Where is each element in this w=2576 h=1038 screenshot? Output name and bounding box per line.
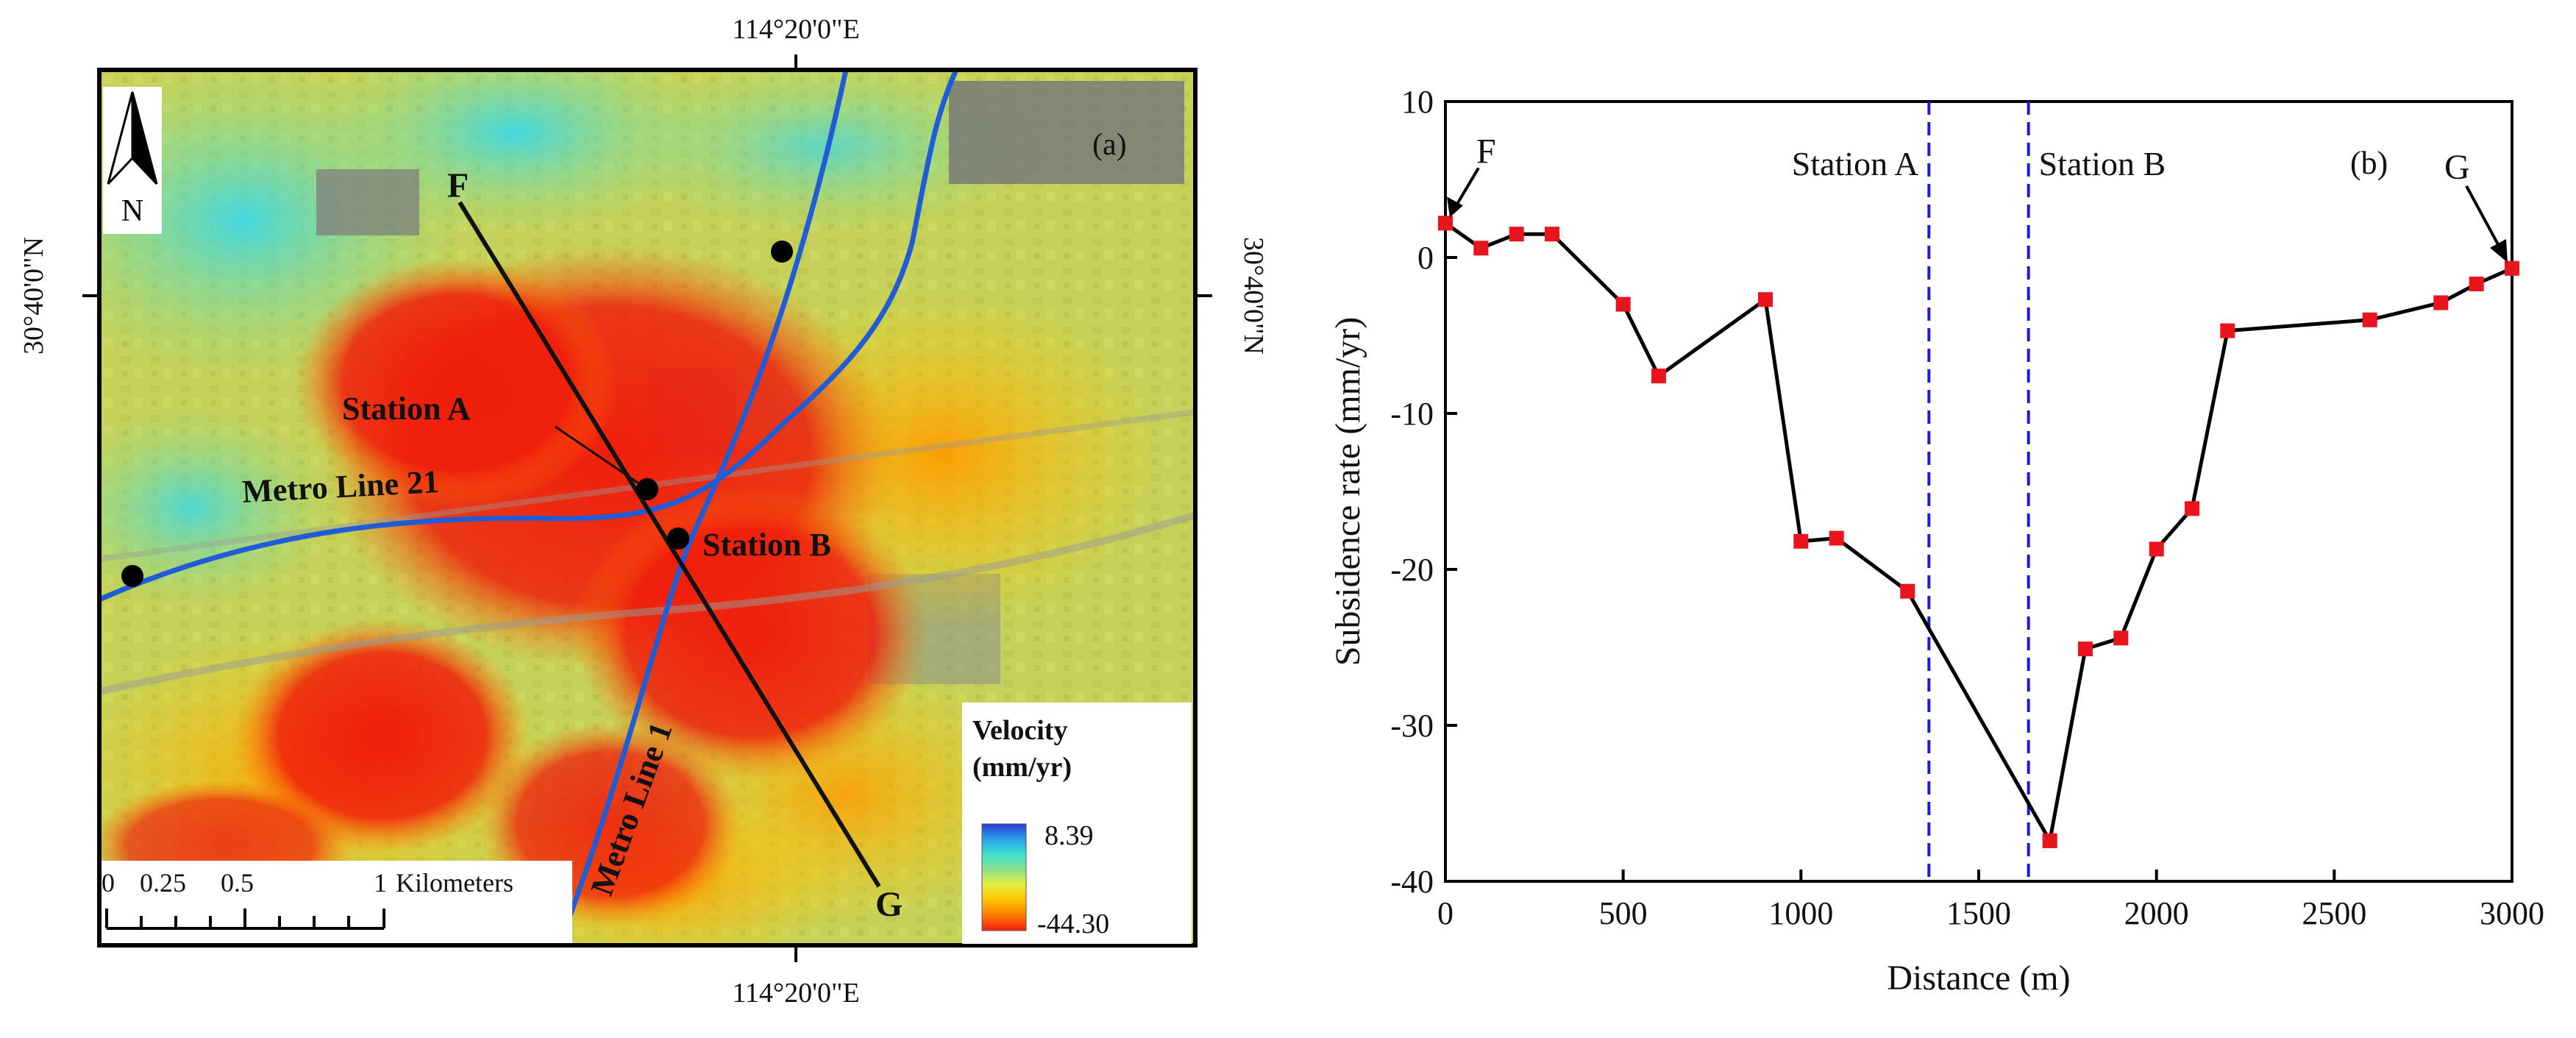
- north-arrow-icon: N: [103, 87, 162, 234]
- data-point: [2078, 641, 2093, 657]
- data-point: [1829, 530, 1844, 546]
- data-point: [1473, 241, 1489, 256]
- y-tick-label: -20: [1390, 552, 1434, 588]
- data-point: [1545, 227, 1559, 242]
- metro-line-21-path: [99, 70, 959, 602]
- x-axis-label: Distance (m): [1887, 959, 2070, 998]
- chart-panel: Station A Station B 10 0 -10 -20 -30 -40 0 500 1…: [1328, 84, 2544, 998]
- profile-start-label: F: [447, 166, 469, 205]
- y-axis-label: Subsidence rate (mm/yr): [1328, 317, 1367, 666]
- annotation-arrowhead-f: [1447, 196, 1463, 218]
- data-point: [2113, 630, 2129, 646]
- data-point: [2469, 277, 2484, 291]
- metro-line-1-path: [556, 70, 849, 945]
- x-tick-label: 0: [1437, 895, 1454, 931]
- plot-frame: [1444, 100, 2513, 883]
- coord-right-label: 30°40'0"N: [1238, 237, 1269, 355]
- data-point: [1651, 369, 1666, 384]
- annotation-g-label: G: [2444, 148, 2470, 187]
- data-point: [1615, 296, 1631, 312]
- y-tick-label: -30: [1390, 708, 1434, 744]
- data-point: [1758, 292, 1773, 308]
- station-a-dot: [636, 478, 658, 500]
- data-point: [2042, 833, 2057, 848]
- coord-left-label: 30°40'0"N: [18, 237, 49, 355]
- data-point: [1900, 583, 1915, 599]
- x-axis: 0 500 1000 1500 2000 2500 3000: [1437, 870, 2544, 931]
- legend-min-value: -44.30: [1037, 909, 1109, 939]
- x-tick-label: 500: [1599, 895, 1648, 931]
- data-point: [1438, 216, 1453, 231]
- data-point: [2185, 501, 2199, 516]
- y-tick-label: 0: [1417, 240, 1434, 276]
- y-axis: 10 0 -10 -20 -30 -40: [1390, 84, 1457, 900]
- station-b-label: Station B: [702, 527, 831, 563]
- series-line: [1444, 221, 2513, 847]
- data-point: [2505, 260, 2519, 276]
- scale-tick-05: 0.5: [221, 868, 254, 897]
- map-panel: 114°20'0"E 114°20'0"E 30°40'0"N 30°40'0"…: [18, 14, 1269, 1009]
- x-tick-label: 1000: [1768, 895, 1833, 931]
- station-vline-label: Station A: [1792, 145, 1919, 182]
- panel-a-label: (a): [1092, 128, 1127, 162]
- scale-unit: Kilometers: [396, 868, 513, 897]
- data-point: [2433, 295, 2449, 310]
- station-lines: Station A Station B: [1792, 102, 2166, 881]
- data-point: [2149, 541, 2164, 557]
- x-tick-label: 2500: [2302, 895, 2366, 931]
- data-point: [1509, 227, 1524, 242]
- north-label: N: [121, 194, 143, 228]
- data-point: [1793, 533, 1809, 549]
- y-tick-label: -10: [1390, 396, 1434, 432]
- annotation-f-label: F: [1476, 132, 1496, 171]
- legend-max-value: 8.39: [1045, 820, 1094, 851]
- station-b-dot: [667, 527, 689, 550]
- series-markers: [1438, 216, 2519, 848]
- scale-tick-0: 0: [102, 868, 115, 897]
- y-tick-label: -40: [1390, 864, 1434, 900]
- station-a-leader: [555, 425, 648, 491]
- scale-bar: 0 0.25 0.5 1 Kilometers: [102, 861, 572, 943]
- station-a-label: Station A: [342, 391, 471, 427]
- legend-unit: (mm/yr): [972, 752, 1072, 783]
- data-point: [2220, 323, 2235, 338]
- station-dot: [121, 565, 143, 587]
- panel-b-label: (b): [2350, 145, 2388, 181]
- station-dot: [771, 241, 793, 263]
- x-tick-label: 2000: [2124, 895, 2189, 931]
- x-tick-label: 3000: [2480, 895, 2544, 931]
- scale-tick-1: 1: [374, 868, 387, 897]
- legend-title: Velocity: [972, 715, 1067, 746]
- data-point: [2362, 312, 2377, 327]
- velocity-legend: Velocity (mm/yr) 8.39 -44.30: [962, 703, 1192, 944]
- map-raster: [99, 70, 1195, 945]
- coord-top-label: 114°20'0"E: [732, 14, 859, 45]
- annotation-arrowhead-g: [2490, 238, 2508, 263]
- station-vline-label: Station B: [2039, 145, 2166, 182]
- profile-end-label: G: [875, 885, 903, 924]
- legend-colorbar: [981, 823, 1027, 931]
- x-tick-label: 1500: [1946, 895, 2011, 931]
- scale-tick-025: 0.25: [140, 868, 186, 897]
- coord-bottom-label: 114°20'0"E: [732, 978, 859, 1009]
- map-frame: [97, 68, 1198, 948]
- y-tick-label: 10: [1401, 84, 1434, 120]
